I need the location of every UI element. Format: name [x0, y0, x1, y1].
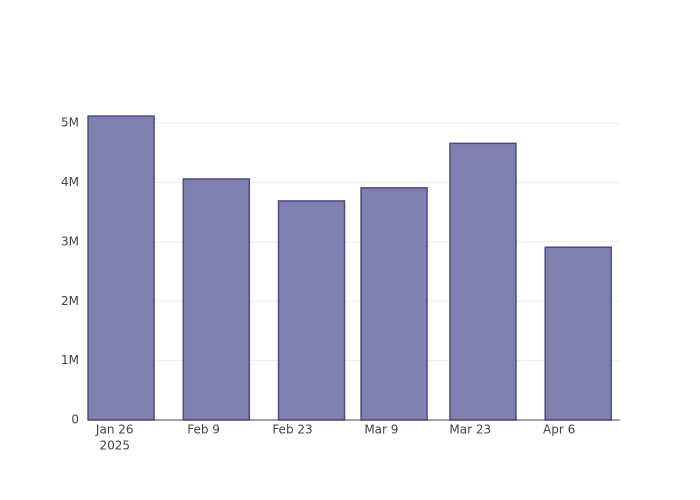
y-tick-label: 1M [61, 353, 79, 367]
x-tick-label: Mar 23 [449, 423, 491, 437]
bar [360, 187, 428, 421]
bar [544, 246, 612, 421]
y-tick-label: 0 [71, 413, 79, 427]
y-tick-label: 2M [61, 294, 79, 308]
bar [277, 200, 346, 421]
y-tick-label: 5M [61, 116, 79, 130]
y-tick-label: 3M [61, 234, 79, 248]
bar [449, 142, 517, 421]
x-tick-label: Feb 9 [187, 423, 220, 437]
x-tick-label: Apr 6 [543, 423, 575, 437]
x-tick-label: Mar 9 [364, 423, 398, 437]
bar [182, 178, 251, 421]
x-tick-label: Feb 23 [272, 423, 312, 437]
x-tick-sublabel: 2025 [99, 439, 130, 453]
bar [87, 115, 155, 421]
x-tick-label: Jan 26 [95, 423, 134, 437]
y-tick-label: 4M [61, 175, 79, 189]
